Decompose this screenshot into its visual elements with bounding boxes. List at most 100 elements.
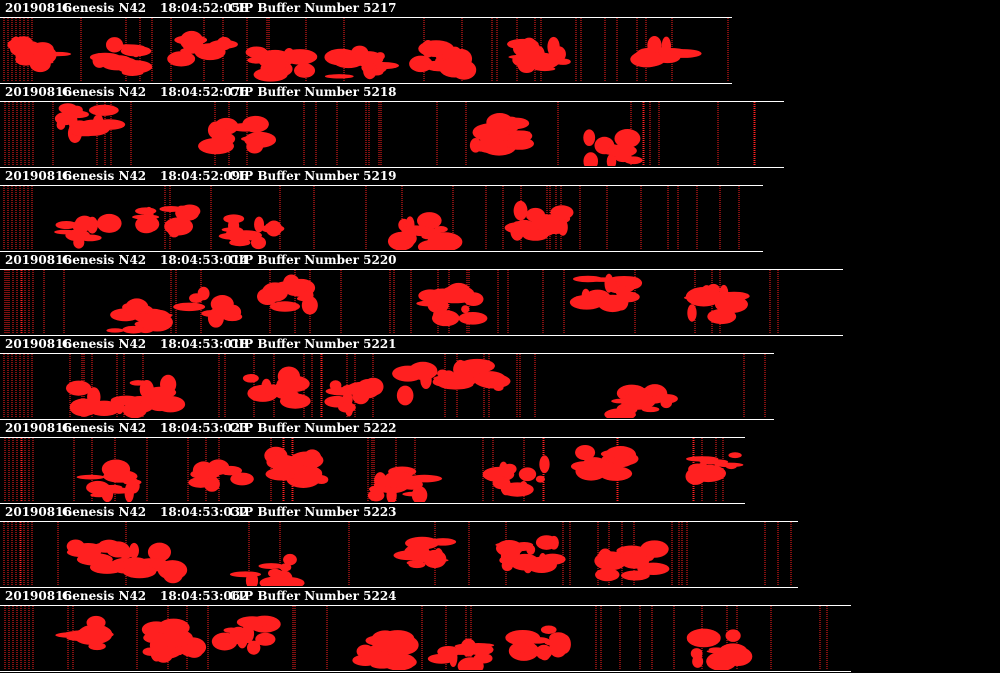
particle-blob bbox=[123, 479, 142, 486]
particle-blob bbox=[324, 74, 354, 79]
buffer-header: 20190816 Genesis N42 18:04:52:058 CIP Bu… bbox=[0, 0, 1000, 17]
buffer-top-line bbox=[0, 185, 763, 186]
particle-blob bbox=[549, 535, 559, 550]
buffer-date: 20190816 bbox=[5, 505, 72, 519]
buffer-probe: Genesis N42 bbox=[62, 421, 147, 435]
particle-blob bbox=[282, 274, 300, 293]
particle-blob bbox=[502, 543, 521, 562]
particle-blob bbox=[408, 361, 438, 381]
particle-blob bbox=[427, 232, 463, 250]
particle-blob bbox=[640, 540, 669, 558]
particle-blob bbox=[146, 386, 177, 399]
particle-blob bbox=[463, 292, 484, 306]
particle-blob bbox=[486, 113, 514, 132]
particle-blob bbox=[65, 380, 92, 396]
particle-blob bbox=[105, 37, 124, 53]
buffer-probe: Genesis N42 bbox=[62, 589, 147, 603]
particle-blob bbox=[265, 467, 297, 481]
particle-blob bbox=[728, 452, 742, 459]
particle-blob bbox=[283, 553, 297, 566]
particle-blob bbox=[135, 207, 157, 215]
buffer-probe: Genesis N42 bbox=[62, 169, 147, 183]
buffer-timestamp: 18:04:53:032 bbox=[160, 505, 249, 519]
particle-blob bbox=[393, 550, 427, 561]
particle-blob bbox=[707, 308, 737, 325]
buffer-date: 20190816 bbox=[5, 589, 72, 603]
particle-blob bbox=[124, 482, 134, 502]
buffer-bottom-line bbox=[0, 167, 784, 168]
particle-blob bbox=[201, 310, 220, 317]
buffer-timestamp: 18:04:53:014 bbox=[160, 253, 249, 267]
particle-blob bbox=[177, 205, 186, 211]
particle-blob bbox=[155, 396, 186, 413]
particle-blob bbox=[77, 624, 113, 645]
particle-blob bbox=[265, 220, 282, 237]
particle-image-panel bbox=[0, 102, 784, 166]
buffer-date: 20190816 bbox=[5, 1, 72, 15]
particle-blob bbox=[56, 120, 66, 130]
buffer-bottom-line bbox=[0, 419, 774, 420]
particle-blob bbox=[110, 395, 142, 406]
particle-blob bbox=[522, 229, 549, 241]
particle-blob bbox=[223, 122, 236, 130]
particle-blob bbox=[575, 444, 596, 461]
particle-blob bbox=[374, 472, 387, 490]
particle-blob bbox=[449, 647, 473, 655]
particle-blob bbox=[247, 56, 266, 64]
buffer-header: 20190816 Genesis N42 18:04:53:062 CIP Bu… bbox=[0, 588, 1000, 605]
particle-blob bbox=[545, 60, 565, 65]
particle-blob bbox=[550, 205, 574, 220]
particle-blob bbox=[122, 303, 133, 312]
particle-blob bbox=[607, 144, 637, 158]
particle-blob bbox=[663, 395, 672, 402]
particle-blob bbox=[594, 551, 627, 571]
buffer-timestamp: 18:04:52:058 bbox=[160, 1, 249, 15]
particle-blob bbox=[163, 566, 183, 584]
buffer-top-line bbox=[0, 353, 774, 354]
particle-blob bbox=[624, 156, 643, 165]
particle-blob bbox=[129, 380, 147, 386]
particle-blob bbox=[258, 563, 284, 569]
particle-blob bbox=[185, 644, 203, 658]
particle-blob bbox=[76, 474, 105, 480]
particle-blob bbox=[604, 408, 636, 418]
particle-blob bbox=[351, 45, 369, 60]
particle-blob bbox=[190, 469, 212, 479]
particle-blob bbox=[229, 123, 262, 132]
particle-blob bbox=[474, 372, 502, 387]
buffer-bottom-line bbox=[0, 671, 851, 672]
particle-blob bbox=[271, 304, 287, 310]
particle-blob bbox=[100, 55, 135, 71]
particle-image bbox=[4, 606, 828, 670]
particle-blob bbox=[598, 297, 612, 303]
particle-blob bbox=[209, 39, 238, 49]
particle-image bbox=[4, 102, 756, 166]
particle-blob bbox=[611, 398, 630, 404]
particle-image-panel bbox=[0, 354, 774, 418]
particle-blob bbox=[505, 137, 534, 150]
particle-blob bbox=[149, 550, 165, 559]
particle-image bbox=[3, 18, 729, 82]
buffer-number: CIP Buffer Number 5218 bbox=[229, 85, 397, 99]
particle-blob bbox=[282, 49, 318, 65]
particle-blob bbox=[106, 328, 124, 333]
particle-blob bbox=[583, 129, 596, 147]
buffer-top-line bbox=[0, 521, 798, 522]
particle-blob bbox=[242, 373, 259, 383]
particle-image bbox=[4, 438, 744, 502]
particle-blob bbox=[606, 153, 617, 166]
particle-blob bbox=[461, 305, 470, 314]
buffer-probe: Genesis N42 bbox=[62, 337, 147, 351]
particle-blob bbox=[131, 49, 141, 58]
buffer-number: CIP Buffer Number 5217 bbox=[229, 1, 397, 15]
particle-blob bbox=[500, 477, 512, 496]
particle-blob bbox=[66, 547, 102, 558]
particle-blob bbox=[531, 215, 561, 231]
particle-blob bbox=[88, 642, 106, 651]
particle-blob bbox=[454, 359, 467, 378]
particle-blob bbox=[71, 105, 83, 115]
particle-blob bbox=[266, 454, 298, 470]
buffer-bottom-line bbox=[0, 587, 798, 588]
particle-blob bbox=[159, 206, 183, 212]
buffer-timestamp: 18:04:53:018 bbox=[160, 337, 249, 351]
